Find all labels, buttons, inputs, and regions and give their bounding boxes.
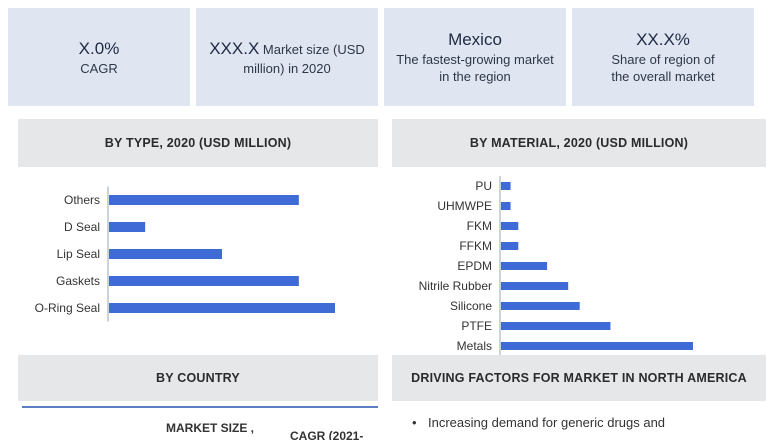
bar [501,182,511,190]
kpi-share-label-2: the overall market [611,69,715,84]
kpi-row: X.0% CAGR XXX.X Market size (USD million… [0,0,780,112]
category-label: FKM [467,219,492,233]
category-label: UHMWPE [437,199,492,213]
kpi-market-size-label-2: million) in 2020 [243,60,331,76]
category-label: Others [64,193,100,207]
kpi-share: XX.X% Share of region of the overall mar… [572,8,754,106]
by-type-chart: Others D Seal Lip Seal Gaskets O-Ring Seal [35,186,335,322]
kpi-fastest-growing: Mexico The fastest-growing market in the… [384,8,566,106]
kpi-cagr-value: X.0% [78,38,120,58]
kpi-market-size-line1: XXX.X Market size (USD [209,38,365,60]
bar [109,249,222,259]
kpi-fastest-value: Mexico [448,30,502,49]
bar [109,303,335,313]
country-table-rule [22,406,378,408]
kpi-market-size-label-1: Market size (USD [262,41,365,57]
bar [501,342,693,350]
bar [501,202,511,210]
bar [501,242,519,250]
category-label: Gaskets [56,274,100,288]
by-type-header: BY TYPE, 2020 (USD MILLION) [18,119,378,167]
category-label: PU [475,179,492,193]
driving-factors-header: DRIVING FACTORS FOR MARKET IN NORTH AMER… [392,355,766,401]
category-label: D Seal [64,220,100,234]
kpi-fastest-label-2: in the region [439,69,511,84]
kpi-market-size-value: XXX.X [209,38,260,58]
kpi-fastest-label-1: The fastest-growing market [396,52,554,67]
category-label: O-Ring Seal [35,301,100,315]
bar [501,322,611,330]
driving-factors-list: Increasing demand for generic drugs and [410,414,770,432]
category-label: Lip Seal [57,247,100,261]
col-market-size: MARKET SIZE , [166,421,255,435]
kpi-share-label-1: Share of region of [611,52,715,67]
category-label: Metals [457,339,492,353]
bar [109,222,146,232]
kpi-cagr: X.0% CAGR [8,8,190,106]
kpi-cagr-label: CAGR [80,60,118,76]
category-label: EPDM [457,259,492,273]
bar [109,276,299,286]
kpi-share-value: XX.X% [636,30,690,49]
bar [501,222,519,230]
category-label: PTFE [461,319,492,333]
driving-factor-item: Increasing demand for generic drugs and [410,414,770,432]
bar [109,195,299,205]
by-material-header: BY MATERIAL, 2020 (USD MILLION) [392,119,766,167]
bar [501,282,569,290]
category-label: FFKM [459,239,492,253]
col-cagr: CAGR (2021- [290,429,364,440]
by-country-header: BY COUNTRY [18,355,378,401]
by-material-chart: PU UHMWPE FKM FFKM EPDM Nitrile Rubber Silicon… [419,176,693,356]
category-label: Nitrile Rubber [419,279,492,293]
bar [501,262,548,270]
bar [501,302,580,310]
category-label: Silicone [450,299,492,313]
kpi-market-size: XXX.X Market size (USD million) in 2020 [196,8,378,106]
